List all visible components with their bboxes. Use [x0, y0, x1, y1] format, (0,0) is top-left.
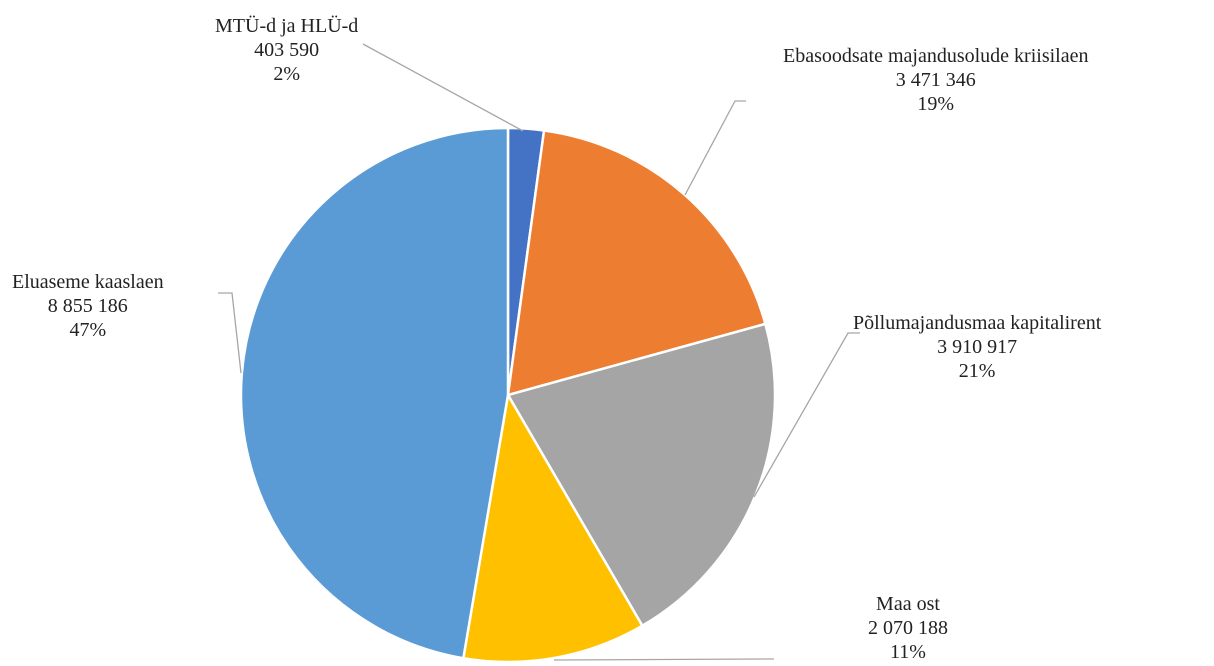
leader-lines: [218, 43, 860, 661]
leader-line-eluaseme: [218, 292, 242, 374]
slice-percent: 21%: [958, 360, 996, 382]
pie-slice-maa-ost: [462, 393, 644, 664]
slice-name: Ebasoodsate majandusolude kriisilaen: [783, 45, 1089, 67]
slice-percent: 47%: [69, 319, 107, 341]
data-label-eluaseme: Eluaseme kaaslaen 8 855 186 47%: [12, 270, 164, 342]
slice-percent: 2%: [273, 63, 300, 85]
slice-name: Põllumajandusmaa kapitalirent: [853, 312, 1102, 334]
data-label-maa-ost: Maa ost 2 070 188 11%: [868, 592, 948, 664]
slice-value: 3 471 346: [895, 69, 976, 91]
data-label-mtu: MTÜ-d ja HLÜ-d 403 590 2%: [215, 14, 358, 86]
slice-name: Eluaseme kaaslaen: [12, 271, 164, 293]
slice-percent: 19%: [917, 93, 955, 115]
leader-line-maa-ost: [553, 658, 774, 661]
slice-value: 8 855 186: [47, 295, 128, 317]
slice-name: Maa ost: [876, 593, 940, 615]
pie-slices: [239, 126, 777, 664]
data-label-kriisilaen: Ebasoodsate majandusolude kriisilaen 3 4…: [783, 44, 1088, 116]
pie-slice-ebasoodsate-majandusolude-kriisilaen: [506, 129, 767, 397]
slice-value: 2 070 188: [868, 617, 948, 639]
leader-line-mtu: [362, 43, 524, 132]
slice-value: 403 590: [254, 39, 320, 61]
data-label-kapitalirent: Põllumajandusmaa kapitalirent 3 910 917 …: [853, 311, 1101, 383]
slice-percent: 11%: [890, 641, 926, 663]
leader-line-kriisilaen: [684, 100, 746, 196]
leader-line-kapitalirent: [753, 332, 860, 498]
pie-slice-eluaseme-kaaslaen: [239, 126, 510, 660]
slice-name: MTÜ-d ja HLÜ-d: [215, 15, 359, 37]
slice-value: 3 910 917: [937, 336, 1018, 358]
